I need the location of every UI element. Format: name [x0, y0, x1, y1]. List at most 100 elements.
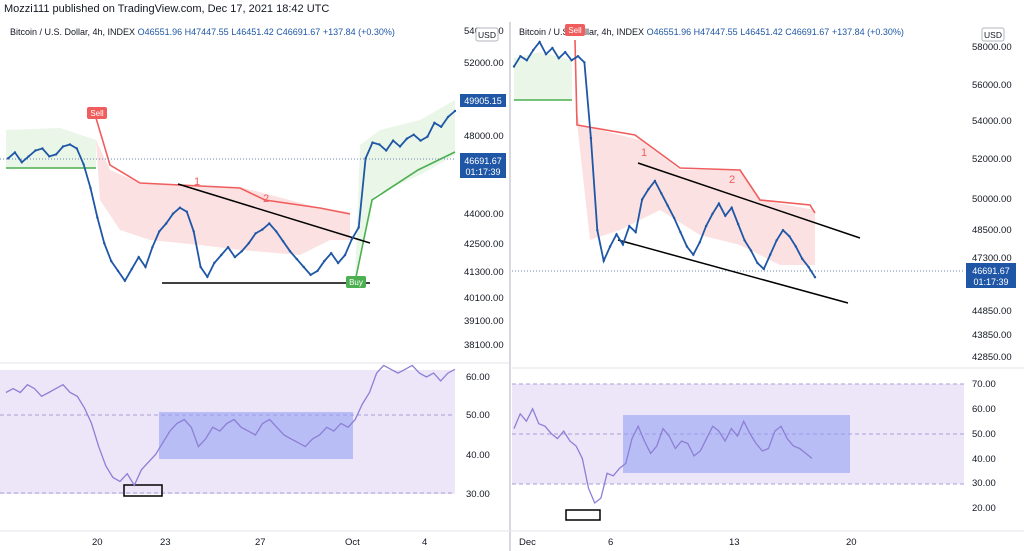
right-price-point — [756, 261, 759, 265]
left-price-point — [165, 222, 168, 225]
left-time-axis[interactable]: 20 23 27 Oct 4 — [92, 537, 427, 548]
left-price-point — [446, 115, 450, 119]
right-time-axis[interactable]: Dec 6 13 20 — [519, 537, 857, 548]
right-rsi-tick: 60.00 — [972, 404, 996, 415]
left-price-axis[interactable]: 54000.00 52000.00 48000.00 44000.00 4250… — [464, 26, 504, 351]
right-price-point — [557, 57, 560, 60]
right-price-point — [717, 202, 721, 205]
svg-text:01:17:39: 01:17:39 — [973, 277, 1008, 287]
right-rsi-axis[interactable]: 70.00 60.00 50.00 40.00 30.00 20.00 — [972, 379, 996, 514]
right-price-point — [801, 257, 804, 260]
left-change: +137.84 (+0.30%) — [322, 27, 395, 37]
left-price-point — [398, 145, 402, 148]
left-price-point — [453, 109, 457, 113]
left-y-tick: 42500.00 — [464, 239, 504, 250]
right-price-point — [769, 253, 772, 256]
left-currency-badge: USD — [475, 27, 499, 42]
left-x-tick: 23 — [160, 537, 171, 548]
publisher-caption: Mozzi111 published on TradingView.com, D… — [4, 3, 330, 15]
left-price-point — [41, 147, 44, 150]
left-price-point — [48, 155, 51, 158]
right-y-tick: 48500.00 — [972, 225, 1012, 236]
svg-text:01:17:39: 01:17:39 — [465, 167, 500, 177]
left-price-point — [20, 161, 23, 164]
left-price-point — [419, 139, 422, 142]
left-price-point — [378, 143, 381, 146]
svg-text:Sell: Sell — [568, 26, 582, 35]
right-y-tick: 43850.00 — [972, 330, 1012, 341]
right-price-axis[interactable]: 58000.00 56000.00 54000.00 52000.00 5000… — [972, 42, 1012, 363]
left-price-tag-current: 46691.67 01:17:39 — [460, 153, 506, 178]
left-buy-signal: Buy — [346, 276, 366, 288]
right-price-point — [704, 224, 708, 228]
left-price-point — [385, 149, 388, 152]
right-price-point — [525, 59, 528, 62]
svg-text:46691.67: 46691.67 — [464, 156, 502, 166]
left-price-point — [144, 265, 147, 269]
right-price-point — [538, 40, 541, 44]
left-price-point — [254, 232, 257, 235]
left-price-point — [240, 250, 243, 253]
svg-text:Buy: Buy — [349, 278, 363, 287]
right-x-tick: 13 — [729, 537, 740, 548]
right-price-point — [743, 239, 746, 242]
right-channel-lower-line — [617, 239, 849, 304]
left-y-tick: 44000.00 — [464, 209, 504, 220]
right-price-point — [544, 53, 548, 56]
right-price-point — [512, 65, 516, 68]
left-price-point — [185, 210, 188, 213]
right-price-point — [519, 55, 522, 58]
right-price-point — [576, 55, 580, 58]
left-price-point — [151, 246, 154, 249]
left-y-tick: 52000.00 — [464, 58, 504, 69]
left-price-point — [6, 157, 10, 160]
right-price-point — [692, 253, 695, 256]
left-price-point — [54, 153, 58, 156]
right-price-series — [513, 40, 816, 278]
right-price-points — [512, 40, 817, 279]
left-price-point — [82, 163, 85, 166]
left-price-point — [13, 151, 17, 154]
right-change: +137.84 (+0.30%) — [831, 27, 904, 37]
left-rsi-tick: 60.00 — [466, 372, 490, 383]
left-rsi-axis[interactable]: 60.00 50.00 40.00 30.00 — [466, 372, 490, 500]
right-price-point — [653, 179, 657, 183]
left-y-tick: 39100.00 — [464, 316, 504, 327]
right-price-point — [711, 212, 714, 215]
left-price-point — [220, 253, 223, 257]
right-price-point — [660, 192, 663, 195]
left-rsi-tick: 50.00 — [466, 410, 490, 421]
left-price-point — [371, 141, 374, 144]
right-rsi-range-box — [623, 415, 850, 473]
right-close: C46691.67 — [785, 27, 830, 37]
right-price-point — [698, 241, 701, 244]
left-y-tick: 48000.00 — [464, 131, 504, 142]
left-high: H47447.55 — [184, 27, 229, 37]
left-price-point — [137, 255, 140, 259]
left-price-point — [302, 265, 305, 269]
left-price-point — [261, 228, 264, 231]
svg-text:Sell: Sell — [90, 109, 104, 118]
left-price-point — [178, 206, 182, 209]
right-y-tick: 47300.00 — [972, 253, 1012, 264]
right-price-point — [679, 231, 682, 234]
left-price-point — [247, 242, 250, 245]
left-low: L46451.42 — [231, 27, 274, 37]
right-price-point — [570, 59, 573, 62]
left-price-point — [233, 255, 237, 259]
right-annotation-2: 2 — [729, 174, 735, 186]
left-supertrend-green-fill — [6, 128, 96, 168]
svg-text:49905.15: 49905.15 — [464, 96, 502, 106]
right-rsi-tick: 30.00 — [972, 478, 996, 489]
right-low: L46451.42 — [740, 27, 783, 37]
left-rsi-tick: 30.00 — [466, 489, 490, 500]
left-rsi-low-marker — [123, 484, 163, 497]
left-price-point — [330, 252, 333, 255]
right-supertrend-green-fill — [514, 52, 572, 100]
right-rsi-low-marker — [565, 509, 601, 521]
left-x-tick: 20 — [92, 537, 103, 548]
left-rsi-range-box — [159, 412, 353, 459]
right-x-tick: 20 — [846, 537, 857, 548]
right-y-tick: 52000.00 — [972, 154, 1012, 165]
